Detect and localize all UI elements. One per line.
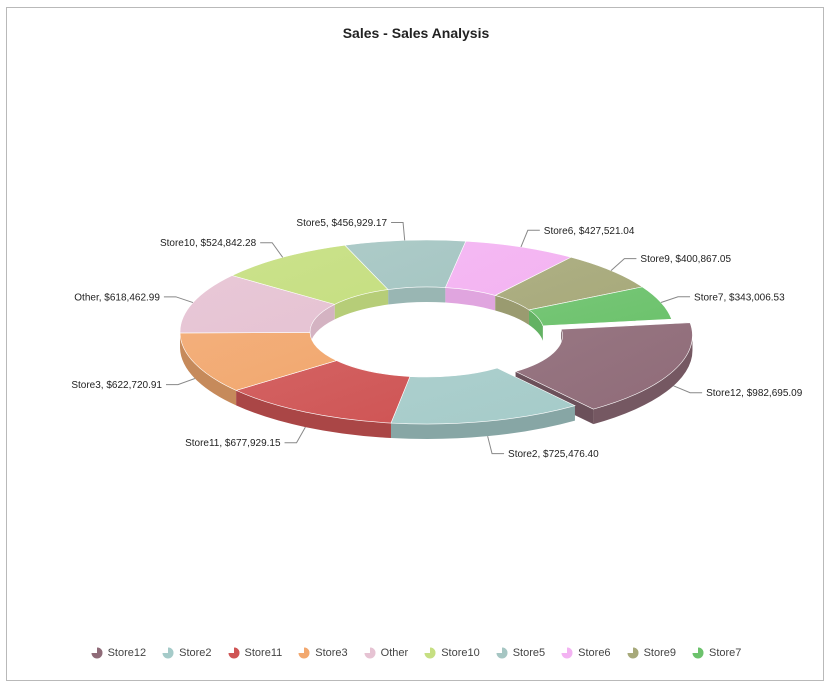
legend-item[interactable]: Store10 [424,647,480,659]
chart-legend: Store12 Store2 Store11 Store3 Other Store10 St… [7,643,825,663]
pie-slice-icon [298,647,310,659]
legend-label: Store2 [179,647,212,659]
legend-item[interactable]: Store9 [627,647,676,659]
data-label: Store6, $427,521.04 [544,226,635,237]
slice-store12[interactable] [514,322,693,410]
leader-line [165,378,196,386]
pie-slice-icon [424,647,436,659]
legend-label: Store12 [107,647,147,659]
pie-slice-icon [627,647,639,659]
legend-item[interactable]: Store11 [228,647,283,659]
legend-item[interactable]: Store5 [496,647,545,659]
legend-item[interactable]: Store7 [692,647,741,659]
pie-slice-icon [364,647,376,659]
data-label: Store11, $677,929.15 [185,438,281,449]
legend-label: Store10 [441,647,480,659]
donut-chart: Store12, $982,695.09 Store2, $725,476.40 S… [71,218,803,460]
legend-label: Store11 [244,647,283,659]
data-label: Store7, $343,006.53 [694,292,785,303]
legend-item[interactable]: Store2 [162,647,212,659]
pie-slice-icon [91,647,103,659]
legend-label: Store3 [315,647,348,659]
pie-slice-icon [496,647,508,659]
slice-inner-wall [445,287,496,311]
leader-line [520,229,540,248]
leader-line [284,426,306,444]
slice-inner-wall [495,295,529,325]
slice-outer-wall [390,405,575,439]
legend-label: Other [380,647,409,659]
slice-outer-wall [593,335,693,425]
leader-line [391,221,406,241]
leader-line [673,385,703,394]
data-label: Other, $618,462.99 [74,292,160,303]
legend-item[interactable]: Other [364,647,409,659]
pie-slice-icon [162,647,174,659]
leader-line [260,242,284,258]
slice-inner-wall [388,286,446,305]
pie-slice-icon [692,647,704,659]
slice-outer-wall [236,390,391,439]
slice-inner-wall [310,304,335,347]
leader-line [610,258,637,271]
data-label: Store9, $400,867.05 [640,254,731,265]
slice-outer-wall [180,332,237,406]
pie-slice-icon [561,647,573,659]
legend-label: Store9 [643,647,676,659]
data-label: Store2, $725,476.40 [508,449,599,460]
data-label: Store12, $982,695.09 [706,388,803,399]
pie-slice-icon [228,647,240,659]
leader-line [660,296,691,304]
legend-item[interactable]: Store6 [561,647,611,659]
legend-label: Store6 [578,647,611,659]
data-label: Store5, $456,929.17 [296,218,387,229]
leader-line [487,436,505,455]
chart-title: Sales - Sales Analysis [342,25,490,41]
data-label: Store10, $524,842.28 [160,238,257,249]
legend-item[interactable]: Store12 [91,647,147,659]
legend-label: Store5 [512,647,546,659]
leader-line [163,296,194,304]
slice-store7[interactable] [528,286,673,327]
legend-label: Store7 [708,647,742,659]
legend-item[interactable]: Store3 [298,647,348,659]
data-label: Store3, $622,720.91 [71,380,162,391]
slice-inner-wall [334,289,389,320]
chart-frame: Sales - Sales Analysis Store12, $982,695… [6,7,824,681]
slice-inner-wall [528,309,543,341]
